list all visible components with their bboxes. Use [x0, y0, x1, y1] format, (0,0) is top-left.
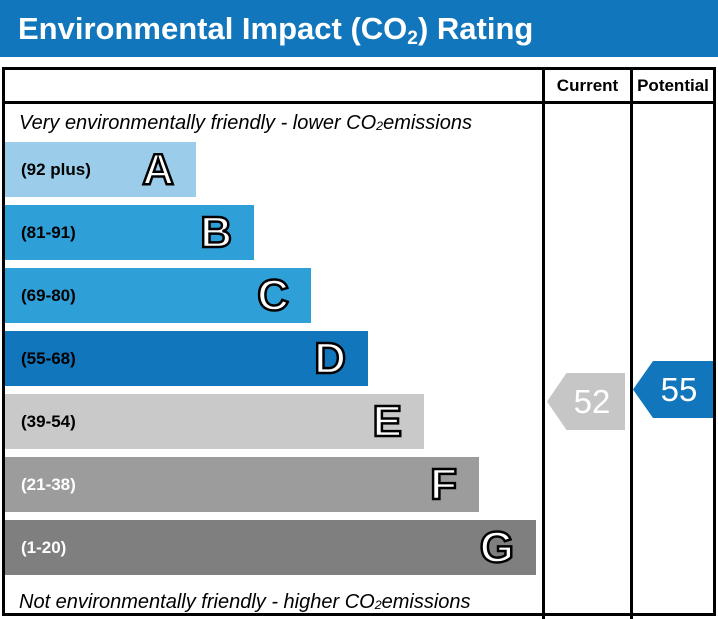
- chart-title-suffix: ) Rating: [417, 10, 534, 46]
- caption-bottom-subscript: 2: [374, 598, 382, 613]
- band-letter: F: [429, 459, 458, 509]
- current-rating-arrow: 52: [547, 373, 625, 430]
- current-rating-value: 52: [573, 382, 611, 420]
- band-bar-e: (39-54) E: [5, 394, 424, 449]
- column-header-current: Current: [542, 70, 630, 101]
- band-range-label: (39-54): [21, 411, 76, 431]
- chart-title-bar: Environmental Impact (CO2) Rating: [0, 0, 718, 57]
- caption-bottom: Not environmentally friendly - higher CO…: [5, 583, 542, 619]
- band-row: (55-68) D: [5, 331, 542, 386]
- band-row: (39-54) E: [5, 394, 542, 449]
- band-bar-a: (92 plus) A: [5, 142, 196, 197]
- band-row: (69-80) C: [5, 268, 542, 323]
- band-range-label: (81-91): [21, 222, 76, 242]
- band-row: (92 plus) A: [5, 142, 542, 197]
- rating-table: Current Potential Very environmentally f…: [2, 67, 716, 619]
- band-range-label: (55-68): [21, 348, 76, 368]
- table-body: Very environmentally friendly - lower CO…: [5, 104, 713, 619]
- table-header-row: Current Potential: [5, 70, 713, 104]
- caption-top-suffix: emissions: [383, 111, 472, 134]
- band-range-label: (1-20): [21, 537, 67, 557]
- band-letter: A: [141, 144, 175, 194]
- potential-rating-arrow: 55: [633, 361, 713, 418]
- band-row: (1-20) G: [5, 520, 542, 575]
- band-letter: G: [479, 522, 516, 572]
- band-range-label: (92 plus): [21, 159, 91, 179]
- band-bar-d: (55-68) D: [5, 331, 368, 386]
- band-bar-b: (81-91) B: [5, 205, 254, 260]
- band-bar-c: (69-80) C: [5, 268, 311, 323]
- potential-rating-value: 55: [660, 370, 698, 408]
- band-letter: C: [256, 270, 290, 320]
- bands-column: Very environmentally friendly - lower CO…: [5, 104, 542, 619]
- current-column: 52: [542, 104, 630, 619]
- band-letter: D: [313, 333, 347, 383]
- band-letter: B: [199, 207, 233, 257]
- band-bar-f: (21-38) F: [5, 457, 479, 512]
- caption-top-subscript: 2: [376, 119, 384, 134]
- caption-top-text: Very environmentally friendly - lower CO: [19, 111, 377, 134]
- band-bar-g: (1-20) G: [5, 520, 536, 575]
- chart-title-subscript: 2: [407, 27, 418, 49]
- band-range-label: (21-38): [21, 474, 76, 494]
- caption-top: Very environmentally friendly - lower CO…: [5, 104, 542, 142]
- chart-title-prefix: Environmental Impact (CO: [18, 10, 408, 46]
- chart-title: Environmental Impact (CO2) Rating: [0, 10, 534, 49]
- band-row: (21-38) F: [5, 457, 542, 512]
- potential-column: 55: [630, 104, 713, 619]
- header-cell-empty: [5, 70, 542, 101]
- column-header-potential: Potential: [630, 70, 713, 101]
- caption-bottom-suffix: emissions: [381, 590, 471, 613]
- band-range-label: (69-80): [21, 285, 76, 305]
- band-row: (81-91) B: [5, 205, 542, 260]
- band-letter: E: [371, 396, 403, 446]
- caption-bottom-text: Not environmentally friendly - higher CO: [19, 590, 375, 613]
- bands-container: (92 plus) A (81-91) B (69-80) C (55-68) …: [5, 142, 542, 575]
